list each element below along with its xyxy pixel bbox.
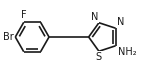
Text: N: N [91, 12, 98, 22]
Text: N: N [116, 17, 124, 27]
Text: NH₂: NH₂ [118, 47, 136, 57]
Text: S: S [96, 52, 102, 62]
Text: Br: Br [3, 32, 13, 42]
Text: F: F [21, 10, 27, 20]
